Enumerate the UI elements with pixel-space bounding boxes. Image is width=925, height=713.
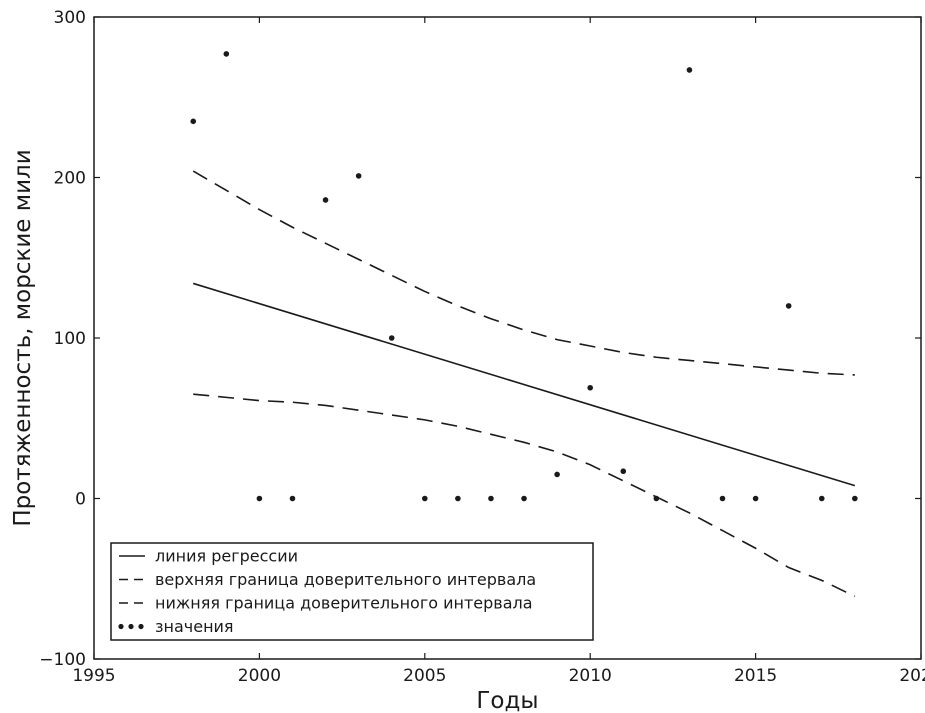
data-point [653,495,660,502]
x-tick-label: 2010 [569,666,612,686]
data-point [521,495,527,502]
x-tick-label: 2020 [899,666,925,686]
data-point [620,468,627,475]
y-tick-label: 0 [75,490,86,510]
y-axis-title: Протяженность, морские мили [10,149,36,526]
regression-line [193,282,856,487]
legend-marker-dots [118,623,124,630]
data-point [686,67,693,73]
series [190,51,858,598]
data-point [852,495,858,502]
data-point [818,495,825,502]
legend: линия регрессии верхняя граница доверител… [110,542,594,641]
legend-label: верхняя граница доверительного интервала [155,570,536,589]
legend-label: значения [155,617,234,636]
data-point [223,51,230,57]
data-point [322,197,329,203]
data-point [488,495,494,502]
x-tick-label: 2000 [238,666,281,686]
data-point [587,384,593,391]
upper-ci-line [192,170,855,376]
data-point [719,495,726,502]
x-tick-label: 1995 [72,666,115,686]
legend-box [110,542,594,641]
y-tick-label: 100 [54,329,86,349]
data-point [256,495,263,502]
data-point [289,495,296,502]
data-point [422,495,428,502]
y-tick-label: 200 [54,169,86,189]
data-point [785,303,792,309]
legend-label: линия регрессии [155,547,298,566]
y-tick-label: −100 [39,650,86,670]
data-point [455,495,461,502]
axes: 1995 2000 2005 2010 2015 2020 −100 0 100 200 300 [39,8,925,686]
data-point [355,173,362,179]
data-point [554,471,560,478]
data-point [752,495,759,502]
x-tick-label: 2015 [734,666,777,686]
y-tick-label: 300 [54,8,86,28]
data-point [388,335,395,341]
legend-marker-dots [128,623,134,630]
data-point [190,118,197,125]
legend-marker-dots [138,623,144,630]
x-tick-label: 2005 [403,666,446,686]
legend-label: нижняя граница доверительного интервала [155,594,533,613]
x-axis-title: Годы [476,688,538,713]
lower-ci-line [193,393,856,598]
